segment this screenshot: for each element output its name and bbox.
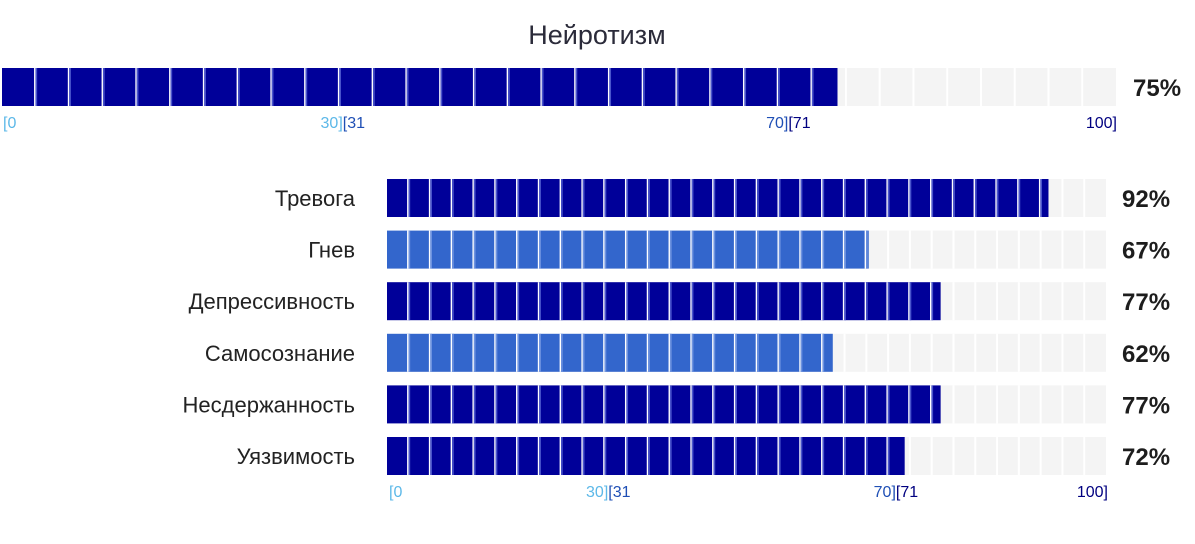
bar-facet-1: Тревога 92%: [275, 179, 1170, 217]
total-tick-labels: [0 30] [31 70] [71 100]: [3, 115, 1117, 132]
bar-fill: [2, 68, 838, 106]
facet-bars: Тревога 92% Гнев 67% Депрессивность 77% Самосо…: [183, 179, 1170, 475]
bar-facet-4: Самосознание 62%: [205, 333, 1170, 372]
total-value-label: 75%: [1133, 75, 1181, 102]
bar-fill: [387, 282, 941, 321]
facet-tick-label: 100]: [1077, 484, 1108, 501]
total-bar-group: 75%: [2, 68, 1181, 106]
category-label: Тревога: [275, 186, 356, 211]
value-label: 92%: [1122, 186, 1170, 213]
total-tick-label: [31: [343, 115, 365, 132]
category-label: Несдержанность: [183, 392, 355, 417]
bar-facet-3: Депрессивность 77%: [189, 282, 1170, 321]
bar-facet-5: Несдержанность 77%: [183, 385, 1170, 424]
bar-fill: [387, 179, 1049, 217]
facet-tick-labels: [0 30] [31 70] [71 100]: [389, 484, 1108, 501]
value-label: 77%: [1122, 289, 1170, 316]
total-tick-label: [71: [788, 115, 810, 132]
total-tick-label: [0: [3, 115, 16, 132]
bar-total: [2, 68, 1116, 106]
bar-fill: [387, 333, 833, 372]
category-label: Депрессивность: [189, 289, 355, 314]
chart-title: Нейротизм: [528, 20, 665, 50]
total-tick-label: 30]: [321, 115, 343, 132]
value-label: 62%: [1122, 341, 1170, 368]
value-label: 77%: [1122, 392, 1170, 419]
facet-tick-label: [0: [389, 484, 402, 501]
facet-tick-label: 30]: [586, 484, 608, 501]
category-label: Самосознание: [205, 341, 355, 366]
facet-tick-label: 70]: [874, 484, 896, 501]
facet-tick-label: [31: [608, 484, 630, 501]
bar-fill: [387, 385, 941, 424]
bar-fill: [387, 437, 905, 475]
category-label: Гнев: [308, 238, 355, 263]
facet-tick-label: [71: [896, 484, 918, 501]
total-tick-label: 100]: [1086, 115, 1117, 132]
bar-facet-6: Уязвимость 72%: [237, 437, 1170, 475]
category-label: Уязвимость: [237, 444, 355, 469]
bar-facet-2: Гнев 67%: [308, 230, 1170, 269]
value-label: 72%: [1122, 444, 1170, 471]
total-tick-label: 70]: [766, 115, 788, 132]
value-label: 67%: [1122, 238, 1170, 265]
